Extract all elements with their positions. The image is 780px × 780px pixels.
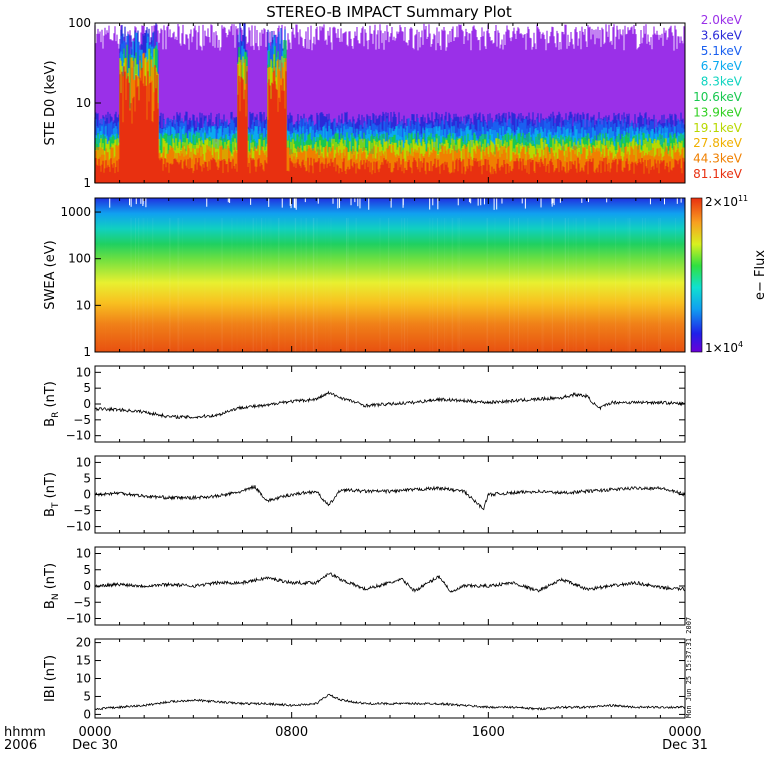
bn-ytick-label: −5 bbox=[73, 595, 91, 609]
swea-heatmap bbox=[95, 198, 685, 352]
bn-ytick-label: −10 bbox=[66, 612, 91, 626]
timestamp: Mon Jun 25 15:37:31 2007 bbox=[685, 617, 693, 718]
ste-ytick-label: 100 bbox=[68, 16, 91, 30]
br-ytick-label: 10 bbox=[76, 365, 91, 379]
ste-ylabel: STE D0 (keV) bbox=[43, 60, 58, 145]
bn-ytick-label: 5 bbox=[83, 563, 91, 577]
bn-ytick-label: 0 bbox=[83, 579, 91, 593]
bmag-ytick-label: 15 bbox=[76, 654, 91, 668]
time-axis-label-top: hhmm bbox=[4, 725, 46, 740]
bmag-ytick-label: 5 bbox=[83, 689, 91, 703]
colorbar-min-label: 1×104 bbox=[705, 340, 743, 355]
bt-ytick-label: 10 bbox=[76, 455, 91, 469]
legend-entry: 27.8keV bbox=[693, 136, 743, 150]
swea-panel: 1 10 100 1000 SWEA (eV) bbox=[43, 197, 686, 359]
time-tick-date: Dec 31 bbox=[662, 738, 708, 753]
br-ylabel: BR (nT) bbox=[43, 381, 61, 427]
time-tick-label: 0000 bbox=[668, 725, 701, 740]
plot-title: STEREO-B IMPACT Summary Plot bbox=[266, 3, 512, 21]
colorbar-label: e− Flux bbox=[753, 250, 768, 300]
colorbar-scale bbox=[690, 197, 703, 353]
legend-entry: 5.1keV bbox=[701, 44, 743, 58]
ste-ytick-label: 10 bbox=[76, 96, 91, 110]
legend-entry: 13.9keV bbox=[693, 105, 743, 119]
legend-entry: 3.6keV bbox=[701, 28, 743, 42]
bn-trace bbox=[94, 572, 686, 593]
legend-entry: 8.3keV bbox=[701, 75, 743, 89]
bmag-ylabel: IBI (nT) bbox=[43, 655, 58, 702]
legend-entry: 81.1keV bbox=[693, 167, 743, 181]
legend-entry: 19.1keV bbox=[693, 121, 743, 135]
br-ytick-label: 5 bbox=[83, 381, 91, 395]
bt-ytick-label: −10 bbox=[66, 520, 91, 534]
bmag-ytick-label: 10 bbox=[76, 672, 91, 686]
swea-ytick-label: 100 bbox=[68, 252, 91, 266]
br-ytick-label: 0 bbox=[83, 397, 91, 411]
legend-entry: 6.7keV bbox=[701, 59, 743, 73]
bt-frame bbox=[94, 455, 686, 534]
bmag-ytick-label: 0 bbox=[83, 707, 91, 721]
bn-ylabel: BN (nT) bbox=[43, 563, 61, 609]
swea-ytick-label: 1 bbox=[83, 345, 91, 359]
bt-panel: −10 −5 0 5 10 BT (nT) bbox=[43, 455, 686, 534]
colorbar-max-label: 2×1011 bbox=[705, 194, 748, 209]
time-tick-label: 0800 bbox=[275, 725, 308, 740]
bt-ytick-label: 5 bbox=[83, 471, 91, 485]
time-tick-label: 1600 bbox=[472, 725, 505, 740]
br-trace bbox=[94, 390, 686, 420]
legend-entry: 2.0keV bbox=[701, 13, 743, 27]
bt-ylabel: BT (nT) bbox=[43, 472, 61, 517]
legend-entry: 44.3keV bbox=[693, 152, 743, 166]
bmag-frame bbox=[94, 638, 686, 719]
br-panel: −10 −5 0 5 10 BR (nT) bbox=[43, 365, 686, 443]
legend-entry: 10.6keV bbox=[693, 90, 743, 104]
bmag-ytick-label: 20 bbox=[76, 636, 91, 650]
time-tick-label: 0000 bbox=[78, 725, 111, 740]
bt-ytick-label: 0 bbox=[83, 488, 91, 502]
bmag-panel: 0 5 10 15 20 IBI (nT) bbox=[43, 636, 686, 721]
swea-ylabel: SWEA (eV) bbox=[43, 240, 58, 309]
ste-panel: 1 10 100 STE D0 (keV) bbox=[43, 16, 686, 190]
br-ytick-label: −10 bbox=[66, 429, 91, 443]
bt-trace bbox=[94, 484, 686, 511]
swea-ytick-label: 1000 bbox=[60, 205, 91, 219]
br-ytick-label: −5 bbox=[73, 413, 91, 427]
time-tick-date: Dec 30 bbox=[72, 738, 118, 753]
swea-ytick-label: 10 bbox=[76, 298, 91, 312]
ste-ytick-label: 1 bbox=[83, 176, 91, 190]
bmag-trace bbox=[94, 693, 686, 711]
bn-ytick-label: 10 bbox=[76, 547, 91, 561]
bn-panel: −10 −5 0 5 10 BN (nT) bbox=[43, 546, 686, 626]
time-axis-label-year: 2006 bbox=[4, 738, 37, 753]
bn-frame bbox=[94, 546, 686, 626]
bt-ytick-label: −5 bbox=[73, 504, 91, 518]
